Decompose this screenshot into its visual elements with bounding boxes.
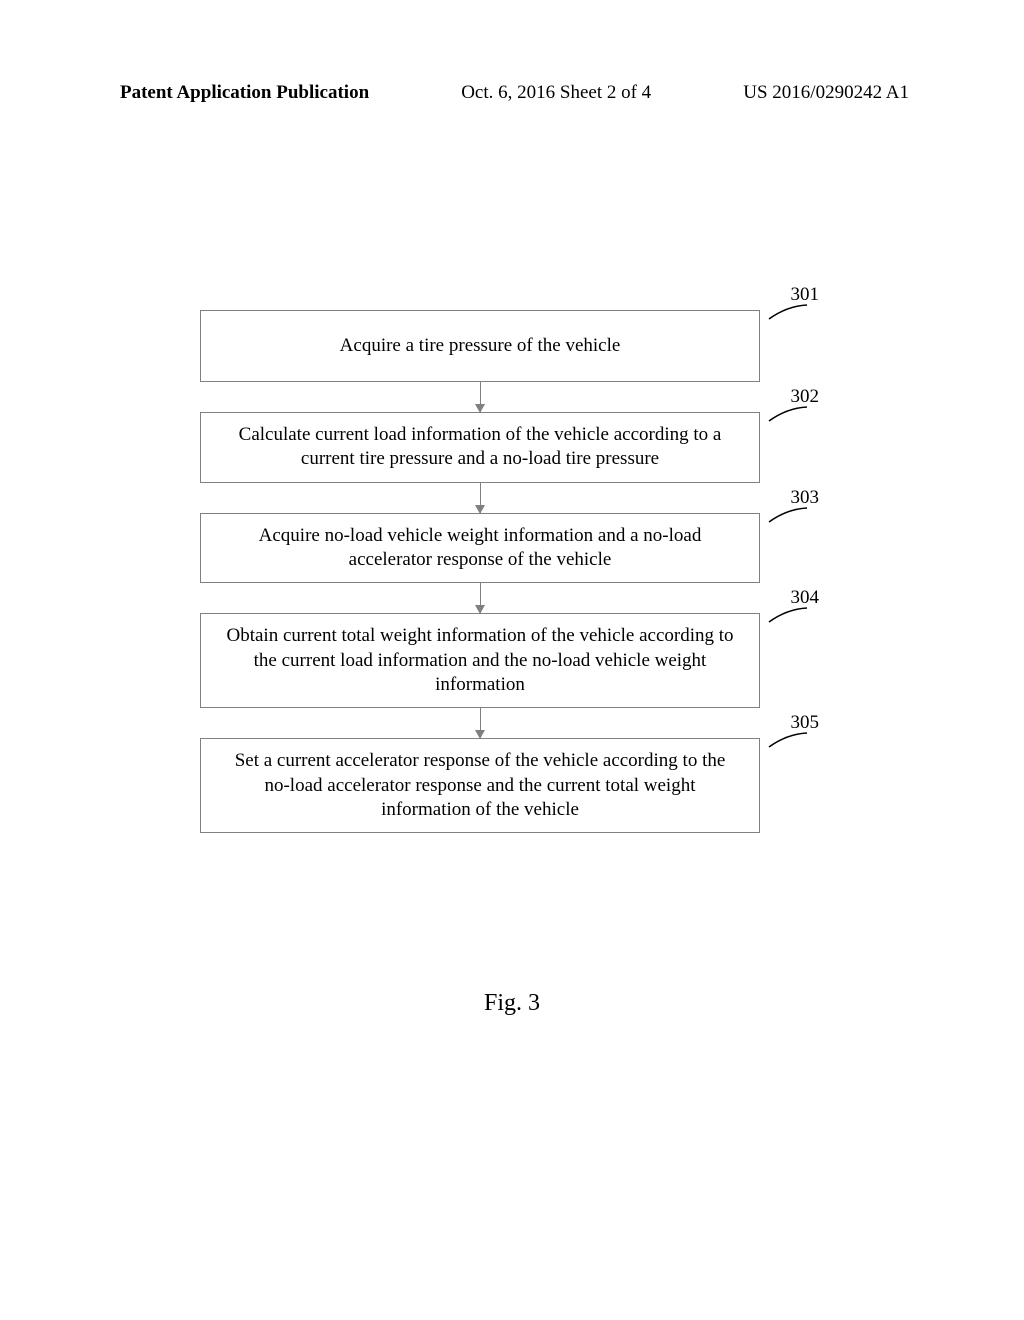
curve-mark-icon <box>767 731 809 749</box>
curve-mark-icon <box>767 606 809 624</box>
page-header: Patent Application Publication Oct. 6, 2… <box>0 82 1024 104</box>
figure-caption: Fig. 3 <box>0 990 1024 1017</box>
flow-connector <box>480 382 481 412</box>
curve-mark-icon <box>767 506 809 524</box>
flow-connector <box>480 583 481 613</box>
flow-step-1: Acquire a tire pressure of the vehicle 3… <box>200 310 760 382</box>
curve-mark-icon <box>767 303 809 321</box>
curve-mark-icon <box>767 405 809 423</box>
flow-step-4: Obtain current total weight information … <box>200 613 760 708</box>
header-publication-number: US 2016/0290242 A1 <box>743 82 909 104</box>
flow-step-5-text: Set a current accelerator response of th… <box>235 750 726 820</box>
flow-step-4-text: Obtain current total weight information … <box>226 625 733 695</box>
header-publication-type: Patent Application Publication <box>120 82 369 104</box>
flow-step-3: Acquire no-load vehicle weight informati… <box>200 513 760 584</box>
flow-step-5: Set a current accelerator response of th… <box>200 738 760 833</box>
flowchart: Acquire a tire pressure of the vehicle 3… <box>200 310 760 833</box>
flow-step-2: Calculate current load information of th… <box>200 412 760 483</box>
flow-connector <box>480 483 481 513</box>
flow-step-3-text: Acquire no-load vehicle weight informati… <box>259 525 702 570</box>
flow-step-2-text: Calculate current load information of th… <box>239 424 722 469</box>
flow-step-1-text: Acquire a tire pressure of the vehicle <box>340 334 621 358</box>
flow-connector <box>480 708 481 738</box>
header-date-sheet: Oct. 6, 2016 Sheet 2 of 4 <box>461 82 651 104</box>
